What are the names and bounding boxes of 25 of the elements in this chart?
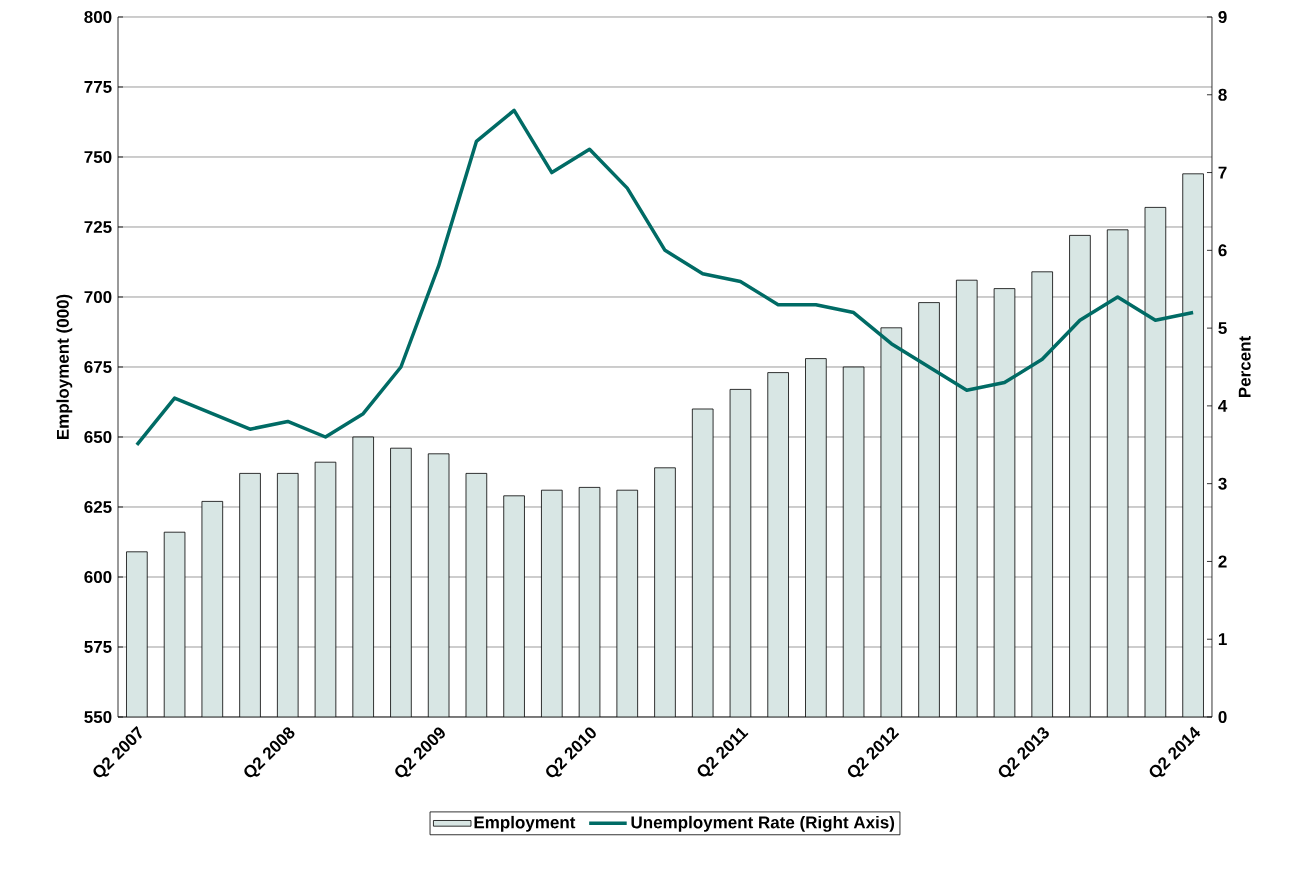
y2-tick-label: 5: [1218, 322, 1227, 335]
y2-tick-label: 4: [1218, 400, 1228, 412]
y-tick-label: 750: [84, 150, 112, 164]
y2-axis-title: Percent: [1238, 336, 1251, 398]
y2-tick-label: 2: [1218, 555, 1227, 568]
y2-tick-label: 3: [1218, 477, 1227, 490]
y2-tick-label: 7: [1218, 166, 1227, 179]
legend-label: Employment: [474, 815, 576, 832]
y-tick-label: 575: [84, 641, 112, 653]
y2-tick-label: 8: [1218, 88, 1227, 101]
y-tick-label: 625: [84, 500, 112, 514]
y-tick-label: 550: [84, 710, 112, 724]
y2-tick-label: 1: [1218, 633, 1227, 646]
y2-tick-label: 0: [1218, 710, 1227, 724]
y-tick-label: 775: [84, 81, 112, 93]
y2-tick-label: 9: [1218, 10, 1227, 24]
y-tick-label: 800: [84, 10, 112, 24]
y2-tick-label: 6: [1218, 244, 1227, 257]
y-tick-label: 675: [84, 360, 112, 374]
y-tick-label: 725: [84, 220, 112, 234]
y-tick-label: 650: [84, 430, 112, 444]
legend-label: Unemployment Rate (Right Axis): [631, 815, 895, 832]
y-tick-label: 700: [84, 290, 112, 304]
y-tick-label: 600: [84, 570, 112, 584]
y-axis-title: Employment (000): [56, 294, 73, 440]
